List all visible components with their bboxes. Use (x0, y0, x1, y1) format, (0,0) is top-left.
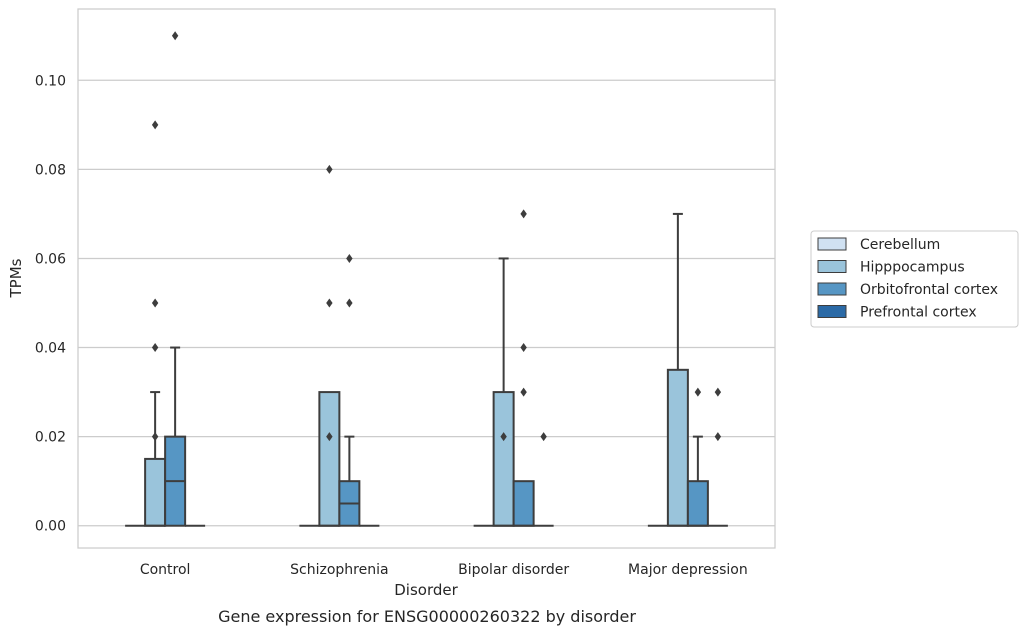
x-tick-label: Schizophrenia (290, 562, 388, 578)
y-axis-label: TPMs (7, 258, 25, 298)
y-tick-label: 0.00 (35, 519, 66, 535)
box-body (492, 391, 515, 527)
outlier-point (171, 31, 179, 41)
box-hipppocampus (318, 164, 341, 527)
box-prefrontal-cortex (533, 432, 554, 527)
box-hipppocampus (144, 120, 167, 527)
outlier-point (151, 298, 159, 308)
y-tick-label: 0.08 (35, 162, 66, 178)
legend-frame (810, 230, 1019, 328)
legend-swatch (817, 305, 847, 318)
y-tick-label: 0.02 (35, 430, 66, 446)
outlier-point (326, 164, 333, 174)
outlier-point (151, 432, 159, 442)
outlier-point (151, 343, 159, 353)
y-tick-label: 0.06 (35, 251, 66, 267)
box-hipppocampus (666, 212, 689, 527)
outlier-point (540, 432, 547, 442)
x-tick-label: Major depression (628, 562, 748, 578)
outlier-point (326, 432, 333, 442)
outlier-point (500, 432, 507, 442)
box-body (686, 480, 709, 527)
legend-label: Orbitofrontal cortex (860, 282, 998, 298)
legend-label: Hipppocampus (860, 260, 965, 276)
plot-area-background (78, 9, 775, 548)
box-orbitofrontal-cortex (686, 387, 709, 527)
x-tick-label: Bipolar disorder (458, 562, 569, 578)
outlier-point (520, 387, 527, 397)
box-body (318, 391, 341, 527)
box-orbitofrontal-cortex (164, 31, 187, 527)
legend-label: Cerebellum (860, 237, 940, 253)
box-orbitofrontal-cortex (338, 253, 361, 527)
outlier-point (714, 387, 722, 397)
outlier-point (520, 209, 527, 219)
outlier-point (326, 298, 333, 308)
box-body (144, 457, 167, 527)
legend-swatch (817, 282, 847, 296)
outlier-point (694, 387, 702, 397)
box-body (512, 480, 535, 527)
outlier-point (520, 343, 527, 353)
y-tick-labels: 0.00 0.02 0.04 0.06 0.08 0.10 (35, 73, 66, 534)
legend-swatch (817, 237, 847, 251)
box-prefrontal-cortex (707, 387, 728, 527)
y-tick-label: 0.10 (35, 73, 66, 89)
box-series (125, 31, 728, 527)
x-tick-label: Control (140, 562, 191, 578)
y-tick-label: 0.04 (35, 341, 66, 357)
x-tick-labels: Control Schizophrenia Bipolar disorder Majo… (140, 562, 748, 578)
x-axis-label: Disorder (394, 581, 458, 599)
legend-label: Prefrontal cortex (860, 305, 977, 321)
plot-area-frame (77, 8, 776, 549)
outlier-point (151, 120, 159, 130)
outlier-point (346, 253, 353, 263)
legend: Cerebellum Hipppocampus Orbitofrontal cort… (810, 230, 1019, 328)
chart-caption: Gene expression for ENSG00000260322 by d… (218, 607, 636, 626)
box-orbitofrontal-cortex (512, 209, 535, 527)
legend-swatch (817, 260, 847, 273)
box-hipppocampus (492, 257, 515, 527)
box-body (666, 368, 689, 527)
outlier-point (346, 298, 353, 308)
outlier-point (714, 432, 722, 442)
